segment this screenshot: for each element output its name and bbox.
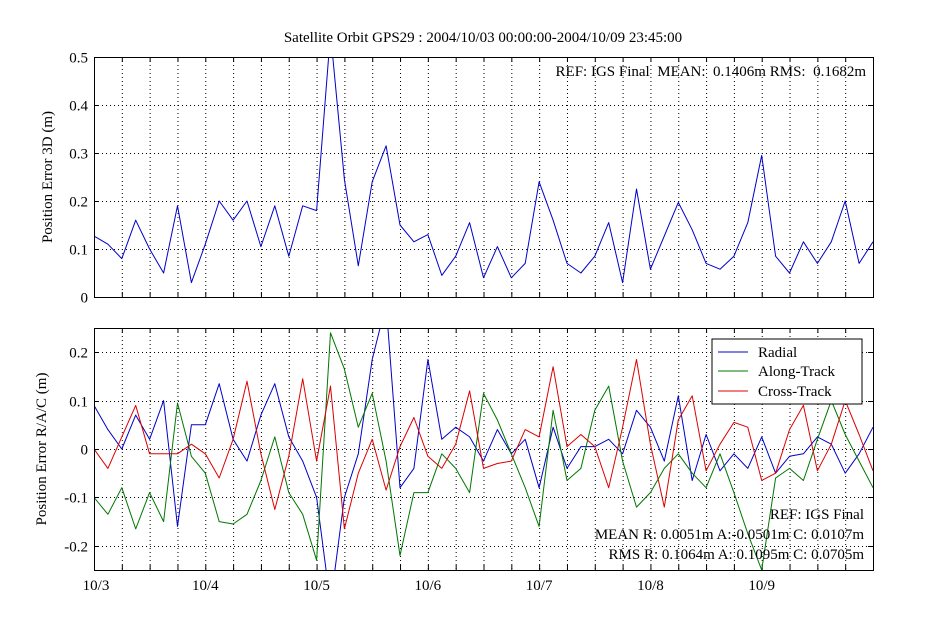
- y-tick-label: 0.2: [69, 346, 88, 362]
- legend-label-cross-track: Cross-Track: [758, 384, 832, 400]
- y-tick-label: 0.2: [69, 195, 88, 211]
- y-tick-label: 0.5: [69, 51, 88, 67]
- x-tick-label: 10/9: [748, 578, 775, 594]
- y-tick-label: 0.4: [69, 99, 88, 115]
- x-tick-label: 10/5: [303, 578, 330, 594]
- legend: Radial Along-Track Cross-Track: [711, 338, 863, 405]
- series-line-radial: [94, 328, 873, 570]
- legend-label-radial: Radial: [758, 345, 797, 361]
- y-tick-label: 0.3: [69, 147, 88, 163]
- chart-title: Satellite Orbit GPS29 : 2004/10/03 00:00…: [284, 30, 682, 46]
- y-tick-label: 0.1: [69, 243, 88, 259]
- y-tick-label: -0.1: [64, 491, 88, 507]
- x-tick-label: 10/6: [415, 578, 442, 594]
- y-tick-label: 0: [81, 443, 89, 459]
- rms-annotation-rac: RMS R: 0.1064m A: 0.1095m C: 0.0705m: [609, 547, 865, 563]
- y-tick-label: 0.1: [69, 395, 88, 411]
- axes-3d: 0 0.1 0.2 0.3 0.4 0.5: [69, 51, 874, 307]
- y-tick-label: -0.2: [64, 540, 88, 556]
- ref-annotation-rac: REF: IGS Final: [770, 507, 864, 523]
- x-tick-label: 10/3: [83, 578, 110, 594]
- y-axis-label-3d: Position Error 3D (m): [40, 111, 56, 243]
- series-line-3d: [94, 57, 873, 284]
- y-tick-label: 0: [81, 291, 89, 307]
- x-tick-label: 10/7: [526, 578, 553, 594]
- x-tick-label: 10/4: [192, 578, 219, 594]
- mean-annotation-rac: MEAN R: 0.0051m A:-0.0501m C: 0.0107m: [595, 527, 865, 543]
- series-line-along-track: [94, 332, 873, 570]
- axes-frame: [94, 328, 874, 571]
- axes-frame: [94, 57, 874, 298]
- legend-label-along-track: Along-Track: [758, 364, 835, 380]
- stats-annotation-3d: REF: IGS Final MEAN: 0.1406m RMS: 0.1682…: [556, 64, 867, 80]
- y-axis-label-rac: Position Error R/A/C (m): [34, 373, 50, 526]
- series-line-cross-track: [94, 359, 873, 530]
- x-tick-label: 10/8: [637, 578, 664, 594]
